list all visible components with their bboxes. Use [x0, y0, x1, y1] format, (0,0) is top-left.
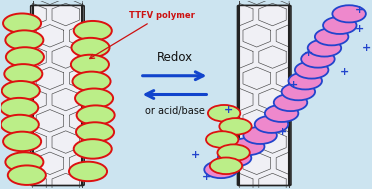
Text: +: +	[355, 24, 364, 34]
Circle shape	[4, 64, 42, 84]
Circle shape	[332, 5, 366, 22]
Text: +: +	[355, 5, 364, 15]
Circle shape	[2, 81, 40, 101]
Circle shape	[75, 88, 113, 108]
Text: Redox: Redox	[157, 51, 193, 64]
Circle shape	[289, 72, 322, 89]
Circle shape	[265, 105, 298, 122]
Circle shape	[74, 139, 112, 159]
Circle shape	[219, 118, 252, 135]
Circle shape	[3, 132, 41, 151]
Circle shape	[73, 72, 110, 91]
Circle shape	[218, 149, 251, 167]
Circle shape	[74, 21, 112, 40]
Text: +: +	[191, 149, 200, 160]
Text: +: +	[304, 48, 313, 58]
Circle shape	[255, 116, 288, 133]
Circle shape	[76, 122, 114, 142]
Circle shape	[210, 157, 242, 174]
Circle shape	[204, 161, 238, 178]
Text: +: +	[289, 80, 298, 90]
Circle shape	[315, 28, 349, 45]
Circle shape	[5, 30, 44, 50]
Circle shape	[5, 152, 44, 172]
Circle shape	[231, 138, 264, 155]
Circle shape	[301, 50, 335, 68]
Circle shape	[217, 144, 250, 161]
Text: TTFV polymer: TTFV polymer	[90, 11, 195, 59]
Circle shape	[0, 98, 38, 117]
Circle shape	[71, 38, 109, 57]
Circle shape	[243, 127, 277, 144]
Circle shape	[206, 131, 238, 148]
Circle shape	[295, 61, 328, 79]
Circle shape	[208, 105, 240, 122]
Text: +: +	[278, 127, 287, 137]
FancyBboxPatch shape	[31, 5, 84, 185]
Circle shape	[6, 47, 44, 67]
Text: +: +	[362, 43, 371, 53]
Text: +: +	[340, 67, 349, 77]
Circle shape	[8, 165, 46, 185]
Circle shape	[3, 13, 41, 33]
Circle shape	[323, 17, 356, 34]
Text: or acid/base: or acid/base	[145, 106, 205, 116]
Text: +: +	[202, 172, 211, 182]
Circle shape	[282, 83, 315, 100]
FancyBboxPatch shape	[237, 5, 291, 185]
Circle shape	[69, 162, 107, 181]
Circle shape	[274, 94, 307, 111]
Circle shape	[1, 115, 39, 134]
Text: +: +	[224, 105, 233, 115]
Circle shape	[308, 39, 341, 57]
Circle shape	[71, 55, 109, 74]
Circle shape	[77, 105, 115, 125]
